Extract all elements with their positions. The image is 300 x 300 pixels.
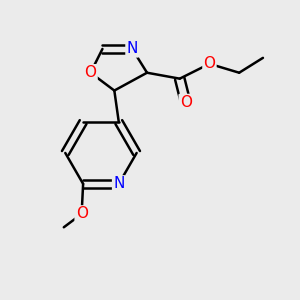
Text: O: O — [203, 56, 215, 71]
Text: O: O — [180, 95, 192, 110]
Text: O: O — [85, 65, 97, 80]
Text: O: O — [76, 206, 88, 221]
Text: N: N — [127, 41, 138, 56]
Text: N: N — [113, 176, 124, 191]
